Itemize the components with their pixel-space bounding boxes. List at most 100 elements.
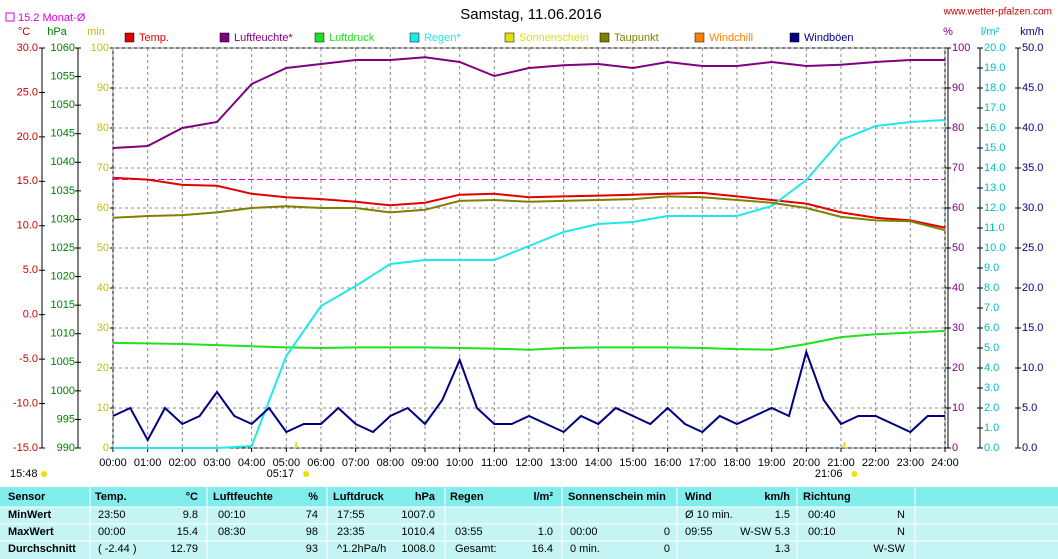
table-cell: 16.4 (532, 543, 553, 555)
axis-title: min (87, 26, 105, 38)
y-tick-label: 5.0 (984, 342, 999, 354)
table-cell: 00:00 (98, 526, 126, 538)
y-tick-label: 40 (97, 282, 109, 294)
y-tick-label: 6.0 (984, 322, 999, 334)
sun-icon (41, 471, 47, 477)
x-tick-label: 16:00 (654, 457, 682, 469)
sun-duration: 15:48 (10, 468, 38, 480)
x-tick-label: 19:00 (758, 457, 786, 469)
table-cell: 03:55 (455, 526, 483, 538)
y-tick-label: 90 (952, 82, 964, 94)
source: www.wetter-pfalzen.com (943, 7, 1052, 18)
table-header: Sensor (8, 491, 46, 503)
y-tick-label: 0 (952, 442, 958, 454)
table-cell: N (897, 526, 905, 538)
legend-label: Regen* (424, 32, 461, 44)
x-tick-label: 04:00 (238, 457, 266, 469)
table-header: l/m² (533, 491, 553, 503)
x-tick-label: 20:00 (793, 457, 821, 469)
y-tick-label: 0.0 (23, 309, 38, 321)
axis-title: km/h (1020, 26, 1044, 38)
y-tick-label: 7.0 (984, 302, 999, 314)
row-label: MaxWert (8, 526, 54, 538)
y-tick-label: 0.0 (1022, 442, 1037, 454)
y-tick-label: 18.0 (984, 82, 1005, 94)
legend-swatch (599, 32, 610, 43)
y-tick-label: 15.0 (17, 175, 38, 187)
table-cell: 09:55 (685, 526, 713, 538)
table-header-bg (0, 487, 1058, 507)
x-tick-label: 13:00 (550, 457, 578, 469)
y-tick-label: 1005 (51, 356, 75, 368)
y-tick-label: 990 (57, 442, 75, 454)
y-tick-label: 1055 (51, 70, 75, 82)
table-header: Sonnenschein min (568, 491, 666, 503)
y-tick-label: 20.0 (984, 42, 1005, 54)
table-cell: 1.5 (775, 509, 790, 521)
y-tick-label: 1.0 (984, 422, 999, 434)
x-tick-label: 02:00 (169, 457, 197, 469)
table-header: Luftdruck (333, 491, 385, 503)
y-tick-label: 50.0 (1022, 42, 1043, 54)
y-tick-label: 25.0 (1022, 242, 1043, 254)
table-header: Regen (450, 491, 484, 503)
table-cell: 74 (306, 509, 318, 521)
table-cell: ( -2.44 ) (98, 543, 137, 555)
month-avg-label: 15.2 Monat-Ø (18, 12, 86, 24)
y-tick-label: 15.0 (984, 142, 1005, 154)
y-tick-label: 13.0 (984, 182, 1005, 194)
legend-label: Luftfeuchte* (234, 32, 293, 44)
table-cell: 0 (664, 526, 670, 538)
y-tick-label: 1030 (51, 213, 75, 225)
y-tick-label: 15.0 (1022, 322, 1043, 334)
y-tick-label: 40.0 (1022, 122, 1043, 134)
y-tick-label: 50 (952, 242, 964, 254)
table-header: hPa (415, 491, 436, 503)
y-tick-label: 0 (103, 442, 109, 454)
y-tick-label: 30.0 (1022, 202, 1043, 214)
table-header: Richtung (803, 491, 851, 503)
y-tick-label: 0.0 (984, 442, 999, 454)
series-line (113, 119, 946, 449)
y-tick-label: 9.0 (984, 262, 999, 274)
y-tick-label: 60 (952, 202, 964, 214)
legend-swatch (314, 32, 325, 43)
y-tick-label: 10 (952, 402, 964, 414)
series-line (112, 176, 946, 229)
table-header: °C (186, 491, 198, 503)
x-tick-label: 22:00 (862, 457, 890, 469)
table-cell: 9.8 (183, 509, 198, 521)
y-tick-label: 1060 (51, 42, 75, 54)
x-tick-label: 23:00 (897, 457, 925, 469)
y-tick-label: 17.0 (984, 102, 1005, 114)
legend-swatch (504, 32, 515, 43)
table-header: km/h (764, 491, 790, 503)
x-tick-label: 09:00 (411, 457, 439, 469)
y-tick-label: 80 (952, 122, 964, 134)
y-tick-label: 20 (952, 362, 964, 374)
table-cell: 00:10 (808, 526, 836, 538)
table-cell: 1.3 (775, 543, 790, 555)
table-cell: W-SW 5.3 (740, 526, 790, 538)
x-tick-label: 01:00 (134, 457, 162, 469)
x-tick-label: 03:00 (203, 457, 231, 469)
y-tick-label: 14.0 (984, 162, 1005, 174)
y-tick-label: 1040 (51, 156, 75, 168)
avg-icon (5, 12, 15, 22)
y-tick-label: 80 (97, 122, 109, 134)
y-tick-label: 16.0 (984, 122, 1005, 134)
x-tick-label: 14:00 (585, 457, 613, 469)
x-tick-label: 06:00 (307, 457, 335, 469)
table-cell: 15.4 (177, 526, 198, 538)
sun-icon (851, 471, 858, 477)
y-tick-label: 1035 (51, 185, 75, 197)
legend-swatch (219, 32, 230, 43)
table-header: Luftfeuchte (213, 491, 273, 503)
table-cell: 23:35 (337, 526, 365, 538)
chart-title: Samstag, 11.06.2016 (460, 6, 602, 23)
x-tick-label: 18:00 (723, 457, 751, 469)
sun-label: 05:17 (267, 468, 295, 480)
legend-swatch (409, 32, 420, 43)
series-line (112, 195, 946, 232)
